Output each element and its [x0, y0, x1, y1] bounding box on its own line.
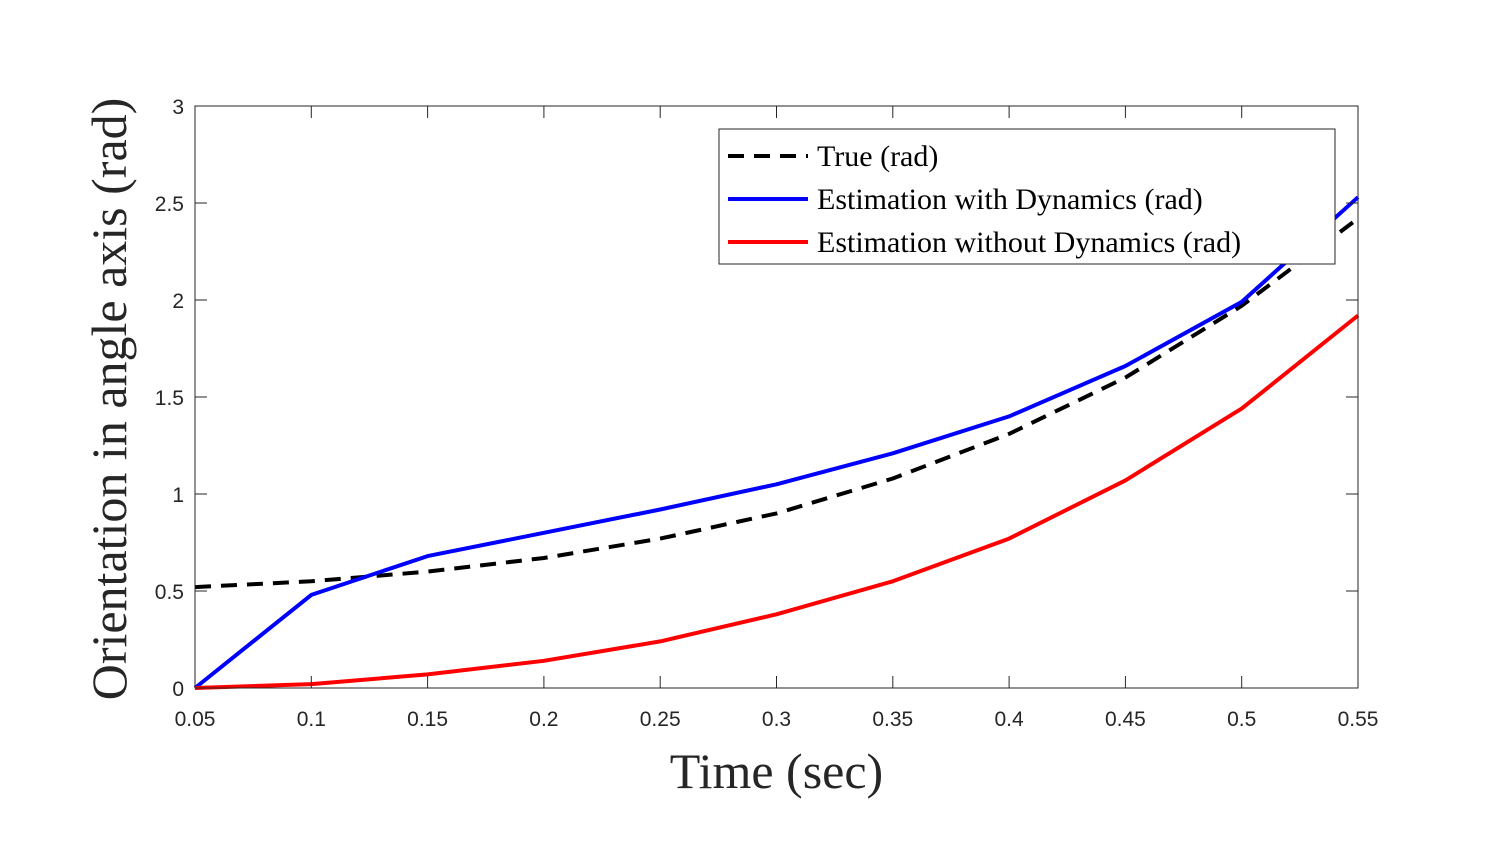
y-tick-label: 0	[172, 678, 184, 701]
y-tick-label: 2.5	[155, 193, 184, 216]
legend: True (rad) Estimation with Dynamics (rad)…	[718, 128, 1336, 265]
x-tick-label: 0.35	[872, 708, 913, 731]
legend-label-2: Estimation with Dynamics (rad)	[817, 183, 1203, 216]
x-tick-label: 0.55	[1338, 708, 1379, 731]
series-layer	[193, 195, 1360, 690]
x-tick-label: 0.3	[762, 708, 791, 731]
x-tick-label: 0.2	[529, 708, 558, 731]
y-tick-label: 1	[172, 484, 184, 507]
x-axis-label: Time (sec)	[670, 743, 883, 799]
y-axis-label: Orientation in angle axis (rad)	[81, 98, 137, 701]
legend-label-1: True (rad)	[817, 140, 938, 173]
y-tick-label: 1.5	[155, 387, 184, 410]
series-line-1	[194, 216, 1360, 590]
x-tick-labels: 0.05 0.1 0.15 0.2 0.25 0.3 0.35 0.4 0.45 0.5 0.55	[175, 708, 1379, 731]
series-line-2	[193, 195, 1360, 690]
tick-marks	[194, 105, 1359, 689]
x-tick-label: 0.1	[297, 708, 326, 731]
x-tick-label: 0.25	[640, 708, 681, 731]
legend-box	[718, 128, 1336, 265]
y-tick-label: 0.5	[155, 581, 184, 604]
y-tick-labels: 0 0.5 1 1.5 2 2.5 3	[155, 96, 184, 701]
x-tick-label: 0.15	[407, 708, 448, 731]
x-tick-label: 0.4	[994, 708, 1024, 731]
series-line-3	[194, 313, 1360, 690]
y-tick-label: 3	[172, 96, 184, 119]
legend-label-3: Estimation without Dynamics (rad)	[817, 226, 1241, 259]
x-tick-label: 0.05	[175, 708, 216, 731]
x-tick-label: 0.45	[1105, 708, 1146, 731]
y-tick-label: 2	[172, 290, 184, 313]
x-tick-label: 0.5	[1227, 708, 1256, 731]
